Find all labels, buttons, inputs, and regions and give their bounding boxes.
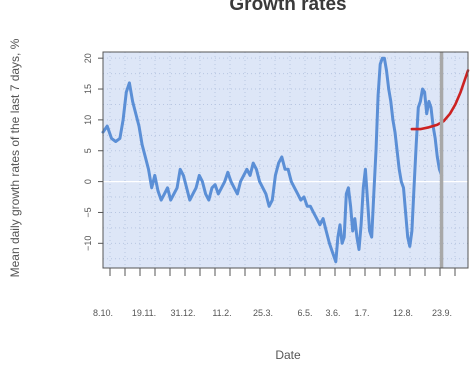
- y-tick-label: 15: [83, 84, 93, 94]
- projection-line: [410, 69, 470, 131]
- x-tick-label: 11.2.: [212, 308, 231, 318]
- y-axis-title: Mean daily growth rates of the last 7 da…: [8, 38, 22, 277]
- x-tick-label: 23.9.: [432, 308, 452, 318]
- x-axis-title: Date: [275, 348, 301, 362]
- x-tick-label: 12.8.: [393, 308, 413, 318]
- x-tick-label: 1.7.: [354, 308, 369, 318]
- growth-rate-line: [101, 56, 444, 264]
- y-tick-label: 5: [83, 148, 93, 153]
- x-tick-label: 19.11.: [132, 308, 156, 318]
- plot-area: −10 −5 0 5 10 15 20 8.10. 19.11. 31.12. 11.2. 25.3.…: [83, 51, 470, 318]
- plot-frame: [102, 51, 469, 269]
- x-tick-label: 25.3.: [253, 308, 273, 318]
- y-tick-label: 0: [83, 179, 93, 184]
- y-tick-label: 20: [83, 53, 93, 63]
- chart-title: Growth rates: [229, 0, 346, 15]
- x-tick-label: 6.5.: [297, 308, 312, 318]
- y-tick-label: −5: [83, 207, 93, 217]
- x-tick-label: 3.6.: [325, 308, 340, 318]
- x-tick-label: 31.12.: [170, 308, 195, 318]
- y-tick-label: −10: [83, 236, 93, 251]
- y-tick-label: 10: [83, 115, 93, 125]
- plot-panel: [103, 52, 468, 268]
- x-tick-label: 8.10.: [93, 308, 113, 318]
